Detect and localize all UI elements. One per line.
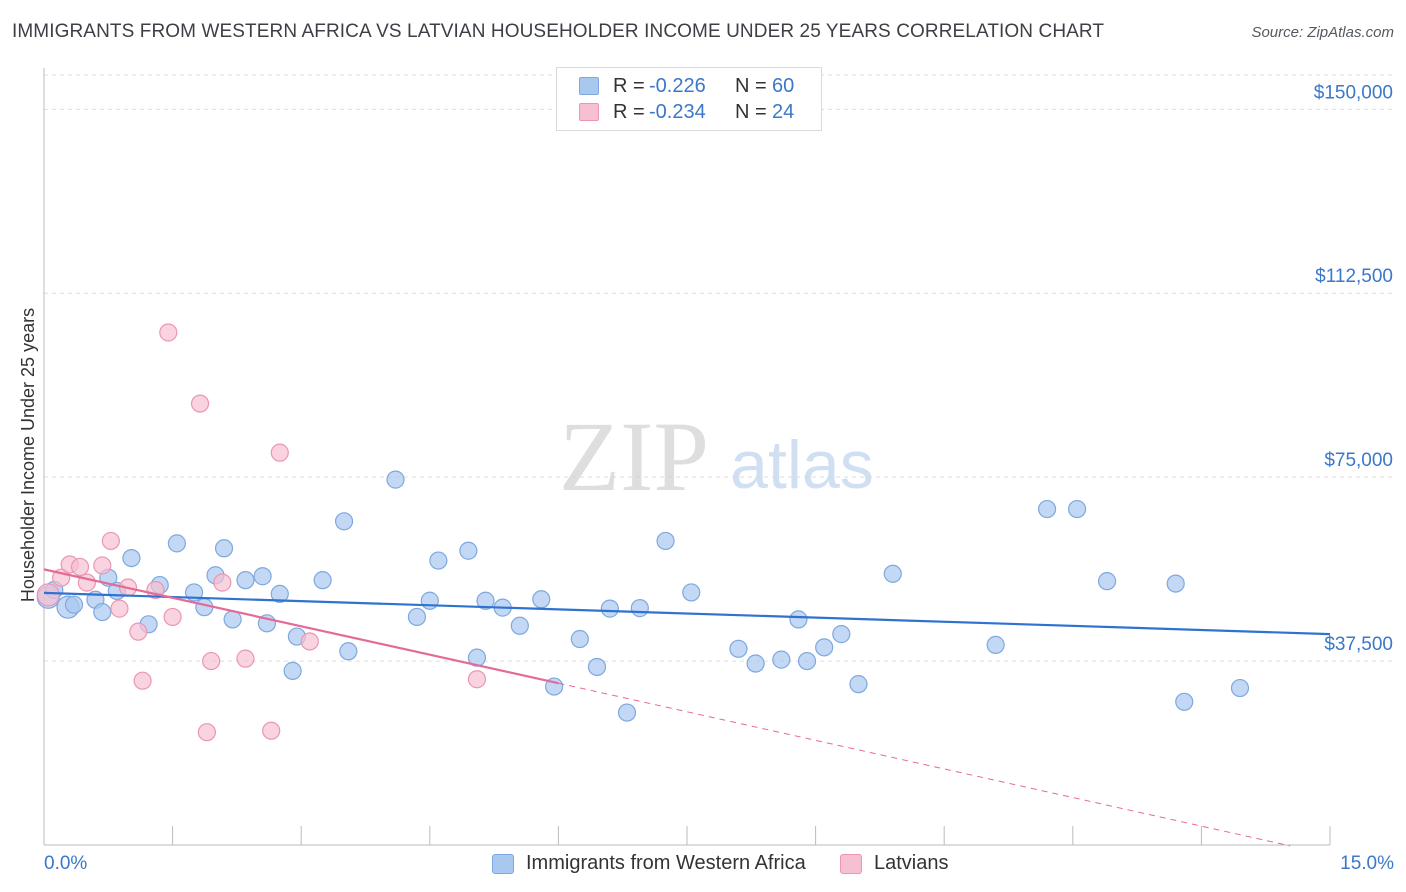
point-latvians — [159, 323, 178, 342]
legend-swatch-latvians — [579, 103, 599, 121]
point-latvians — [190, 394, 210, 413]
point-immigrants — [167, 534, 186, 553]
point-immigrants — [313, 571, 332, 590]
point-latvians — [110, 599, 129, 618]
series-swatch-latvians — [840, 854, 862, 874]
y-axis-title: Householder Income Under 25 years — [18, 308, 38, 602]
point-latvians — [70, 557, 90, 577]
point-immigrants — [429, 551, 448, 570]
point-immigrants — [122, 548, 141, 568]
chart-title: IMMIGRANTS FROM WESTERN AFRICA VS LATVIA… — [12, 21, 1105, 42]
legend-n-label: N = — [735, 101, 767, 123]
point-immigrants — [64, 595, 84, 614]
series-swatch-immigrants — [492, 854, 514, 874]
point-immigrants — [656, 531, 675, 551]
point-latvians — [236, 649, 255, 668]
point-immigrants — [1067, 499, 1087, 519]
point-immigrants — [476, 591, 495, 610]
point-immigrants — [339, 642, 358, 661]
x-tick-label: 0.0% — [44, 853, 87, 874]
point-latvians — [101, 531, 120, 551]
point-latvians — [213, 573, 232, 592]
point-immigrants — [587, 657, 607, 677]
point-latvians — [129, 622, 148, 641]
point-immigrants — [236, 571, 255, 590]
point-immigrants — [789, 610, 808, 629]
point-immigrants — [407, 607, 427, 627]
point-immigrants — [570, 629, 589, 649]
y-tick-label: $75,000 — [1324, 450, 1393, 471]
point-immigrants — [459, 541, 478, 560]
point-latvians — [202, 651, 221, 671]
point-immigrants — [832, 625, 851, 644]
point-latvians — [36, 583, 60, 607]
legend-r-value: -0.226 — [649, 75, 706, 97]
correlation-legend: R = -0.226 N = 60 R = -0.234 N = 24 — [556, 67, 822, 131]
point-latvians — [262, 721, 281, 740]
point-immigrants — [532, 590, 551, 609]
point-immigrants — [253, 567, 272, 586]
point-immigrants — [986, 635, 1005, 654]
y-tick-label: $37,500 — [1324, 634, 1393, 655]
point-immigrants — [729, 639, 748, 658]
point-immigrants — [214, 539, 234, 558]
legend-n-label: N = — [735, 75, 767, 97]
point-immigrants — [386, 470, 405, 489]
point-immigrants — [334, 512, 354, 531]
point-latvians — [133, 671, 152, 690]
point-latvians — [197, 723, 216, 742]
point-immigrants — [93, 602, 112, 622]
point-immigrants — [797, 651, 817, 671]
point-immigrants — [1230, 678, 1250, 698]
point-latvians — [163, 607, 182, 627]
point-immigrants — [420, 591, 439, 610]
y-tick-label: $112,500 — [1315, 266, 1393, 287]
series-label-latvians: Latvians — [874, 852, 949, 874]
point-immigrants — [883, 564, 902, 583]
point-immigrants — [1166, 574, 1185, 593]
point-immigrants — [772, 650, 791, 669]
chart-source: Source: ZipAtlas.com — [1251, 24, 1394, 41]
watermark-atlas: atlas — [730, 427, 874, 503]
series-label-immigrants: Immigrants from Western Africa — [526, 852, 806, 874]
y-tick-label: $150,000 — [1314, 82, 1393, 103]
trendline-latvians-extension — [558, 682, 1291, 847]
point-latvians — [93, 556, 112, 575]
legend-r-label: R = — [613, 75, 645, 97]
legend-n-value: 60 — [772, 75, 795, 97]
point-immigrants — [600, 599, 619, 618]
point-immigrants — [1037, 499, 1057, 519]
point-immigrants — [283, 661, 302, 680]
legend-n-value: 24 — [772, 101, 795, 123]
trendline-latvians — [43, 568, 559, 685]
legend-r-label: R = — [613, 101, 645, 123]
point-immigrants — [1175, 692, 1194, 711]
watermark-zip: ZIP — [559, 401, 709, 512]
point-immigrants — [849, 675, 868, 694]
point-latvians — [300, 632, 319, 651]
series-legend: Immigrants from Western Africa Latvians — [0, 852, 1406, 878]
point-latvians — [467, 670, 487, 689]
point-immigrants — [630, 599, 649, 618]
point-immigrants — [815, 638, 834, 657]
point-immigrants — [510, 616, 529, 635]
trendline-immigrants — [43, 591, 1331, 636]
point-latvians — [270, 443, 289, 462]
x-tick-label: 15.0% — [1340, 853, 1394, 874]
point-immigrants — [1097, 572, 1117, 591]
point-immigrants — [682, 583, 701, 602]
point-immigrants — [270, 584, 289, 603]
legend-swatch-immigrants — [579, 77, 599, 95]
point-immigrants — [617, 703, 637, 722]
legend-r-value: -0.234 — [649, 101, 706, 123]
point-immigrants — [746, 654, 765, 673]
